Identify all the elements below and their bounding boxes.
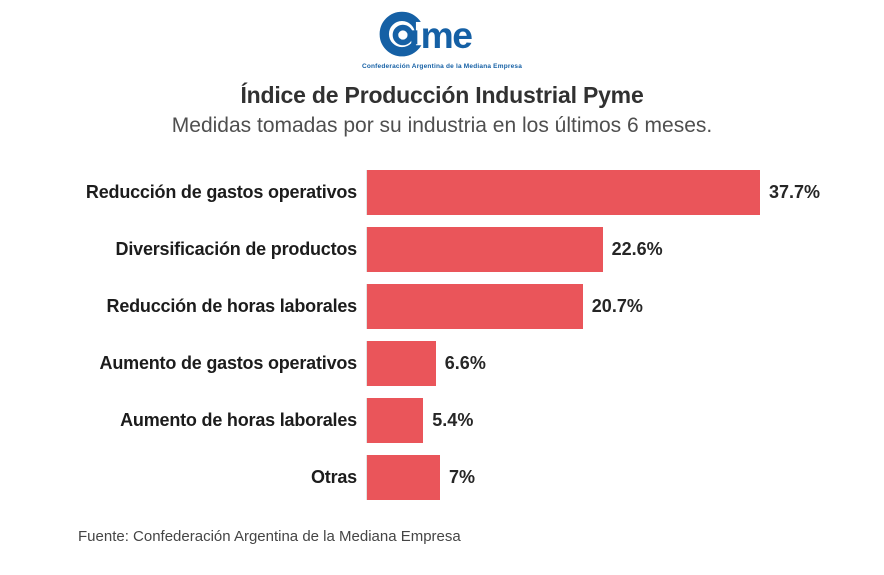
bar [367, 398, 424, 443]
bar [367, 227, 603, 272]
bar-label: Diversificación de productos [115, 239, 358, 259]
bar-track: 22.6% [366, 227, 884, 272]
bar-chart: Reducción de gastos operativos 37.7% Div… [0, 170, 884, 500]
bar-chart-row: Reducción de gastos operativos 37.7% [0, 170, 884, 215]
bar-label: Otras [310, 467, 357, 487]
bar-value: 7% [449, 467, 476, 487]
came-logo-c-gap [415, 21, 429, 46]
bar [367, 341, 436, 386]
bar-track: 5.4% [366, 398, 884, 443]
bar-label: Reducción de horas laborales [106, 296, 358, 316]
bar-label: Aumento de gastos operativos [99, 353, 358, 373]
bar-chart-row: Diversificación de productos 22.6% [0, 227, 884, 272]
bar [367, 455, 440, 500]
logo-block: me Confederación Argentina de la Mediana… [0, 0, 884, 70]
came-logo-a-stem [411, 30, 418, 45]
bar-value: 22.6% [611, 239, 663, 259]
bar-track: 37.7% [366, 170, 884, 215]
came-logo-icon: me [379, 11, 474, 57]
page-title: Índice de Producción Industrial Pyme [240, 82, 644, 108]
bar-chart-row: Aumento de gastos operativos 6.6% [0, 341, 884, 386]
bar-value: 37.7% [769, 182, 821, 202]
bar [367, 284, 583, 329]
bar-value: 5.4% [432, 410, 474, 430]
bar-value: 6.6% [444, 353, 486, 373]
came-logo-wordmark: me [421, 14, 473, 56]
bar-track: 20.7% [366, 284, 884, 329]
bar-chart-row: Reducción de horas laborales 20.7% [0, 284, 884, 329]
bar-track: 7% [366, 455, 884, 500]
bar-label: Aumento de horas laborales [120, 410, 357, 430]
bar-track: 6.6% [366, 341, 884, 386]
page-subtitle: Medidas tomadas por su industria en los … [171, 114, 713, 137]
bar-label: Reducción de gastos operativos [85, 182, 357, 202]
bar-chart-row: Otras 7% [0, 455, 884, 500]
source-note: Fuente: Confederación Argentina de la Me… [78, 528, 461, 545]
logo-tagline: Confederación Argentina de la Mediana Em… [361, 63, 523, 70]
bar-chart-row: Aumento de horas laborales 5.4% [0, 398, 884, 443]
bar [367, 170, 760, 215]
came-logo-a-bowl [392, 24, 414, 46]
bar-value: 20.7% [591, 296, 643, 316]
